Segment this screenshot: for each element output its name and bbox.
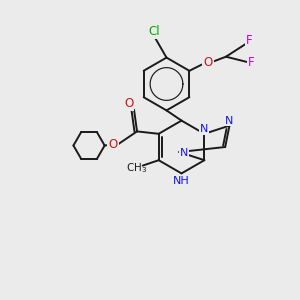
- Text: F: F: [246, 34, 253, 47]
- Text: NH: NH: [173, 176, 190, 186]
- Text: F: F: [248, 56, 255, 69]
- Text: N: N: [200, 124, 208, 134]
- Text: Cl: Cl: [148, 25, 160, 38]
- Text: N: N: [180, 148, 188, 158]
- Text: N: N: [225, 116, 234, 125]
- Text: O: O: [203, 56, 213, 69]
- Text: O: O: [108, 138, 118, 151]
- Text: O: O: [124, 97, 133, 110]
- Text: CH$_3$: CH$_3$: [126, 161, 147, 175]
